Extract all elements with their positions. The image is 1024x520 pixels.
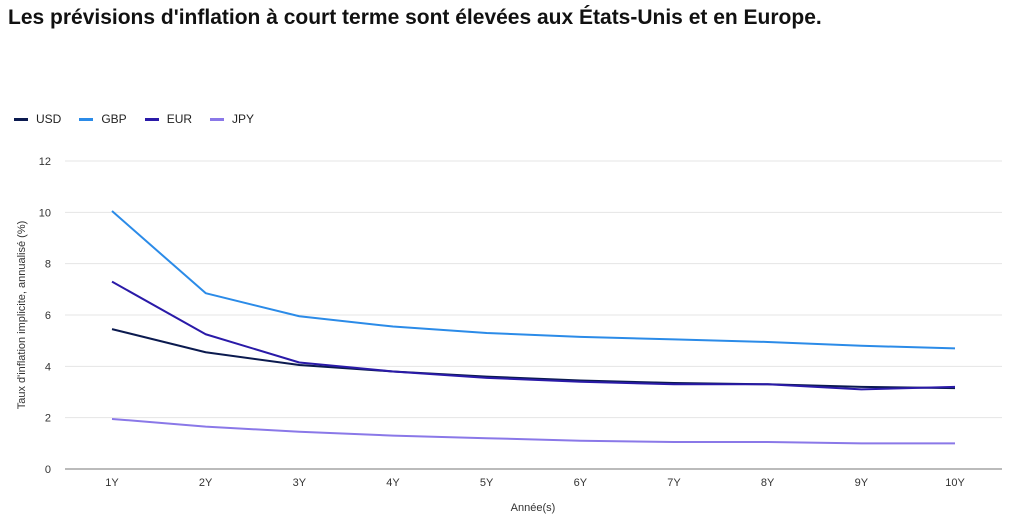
y-axis-ticks: 0 2 4 6 8 10 12 [39,156,51,476]
y-tick-label: 2 [45,413,51,425]
series-line-eur [111,280,956,391]
y-axis-title: Taux d'inflation implicite, annualisé (%… [16,221,28,410]
legend-swatch-gbp [79,117,94,121]
x-tick-label: 9Y [855,477,869,489]
gridlines [65,160,1002,470]
chart-title: Les prévisions d'inflation à court terme… [8,6,822,29]
y-tick-label: 8 [45,259,51,271]
legend-swatch-usd [14,117,28,121]
x-tick-label: 5Y [480,477,494,489]
legend-item-gbp[interactable]: GBP [79,112,127,126]
series-lines [111,210,956,445]
y-tick-label: 4 [45,361,51,373]
legend-label-usd: USD [36,112,62,126]
x-tick-label: 1Y [105,477,119,489]
x-axis-ticks: 1Y 2Y 3Y 4Y 5Y 6Y 7Y 8Y 9Y 10Y [105,477,965,489]
x-tick-label: 2Y [199,477,213,489]
legend-label-jpy: JPY [232,112,255,126]
x-tick-label: 4Y [386,477,400,489]
x-tick-label: 10Y [945,477,965,489]
y-tick-label: 10 [39,207,51,219]
legend-item-jpy[interactable]: JPY [210,112,254,126]
x-tick-label: 6Y [574,477,588,489]
series-line-usd [111,328,956,390]
series-line-gbp [111,210,956,350]
x-axis-title: Année(s) [511,502,556,514]
y-tick-label: 12 [39,156,51,168]
legend-swatch-jpy [210,117,225,121]
legend: USD GBP EUR JPY [14,112,254,126]
series-line-jpy [111,417,955,445]
y-tick-label: 6 [45,310,51,322]
x-tick-label: 7Y [667,477,681,489]
legend-item-usd[interactable]: USD [14,112,61,126]
legend-item-eur[interactable]: EUR [144,112,193,126]
y-tick-label: 0 [45,464,51,476]
x-tick-label: 3Y [293,477,307,489]
legend-swatch-eur [144,117,159,121]
x-tick-label: 8Y [761,477,775,489]
legend-label-gbp: GBP [101,112,127,126]
legend-label-eur: EUR [166,112,193,126]
